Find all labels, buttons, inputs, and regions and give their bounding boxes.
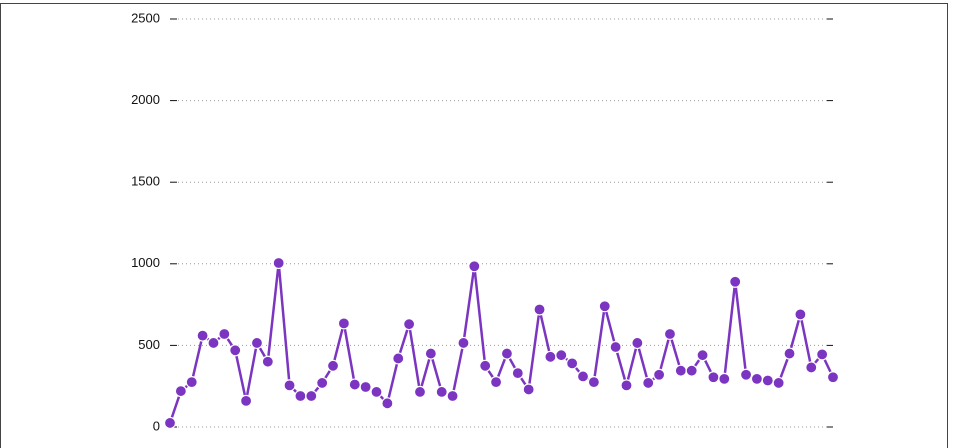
point <box>739 368 753 381</box>
point <box>403 318 416 331</box>
point <box>239 394 253 407</box>
point <box>511 367 524 380</box>
point <box>674 364 687 377</box>
point <box>359 380 372 394</box>
point <box>457 336 470 350</box>
point <box>696 349 709 362</box>
y-tick-label: 2500 <box>131 10 160 25</box>
point <box>446 389 459 403</box>
point <box>272 256 285 270</box>
point <box>305 389 318 403</box>
point <box>794 308 807 321</box>
y-tick-label: 2000 <box>131 92 160 107</box>
point <box>337 317 351 330</box>
point <box>783 347 796 360</box>
point <box>685 364 698 377</box>
point <box>544 350 557 363</box>
point <box>479 359 492 372</box>
point <box>283 379 296 392</box>
point <box>816 348 829 361</box>
point <box>729 275 742 288</box>
point <box>761 374 774 387</box>
point <box>631 336 644 350</box>
point <box>196 329 209 342</box>
y-tick-label: 500 <box>138 337 160 352</box>
point <box>609 340 622 354</box>
point <box>772 376 785 390</box>
point <box>229 344 242 357</box>
point <box>576 370 590 383</box>
point <box>370 385 383 399</box>
point <box>663 327 677 341</box>
point <box>294 389 307 403</box>
point <box>381 397 394 410</box>
point <box>826 371 840 384</box>
point <box>174 384 187 398</box>
point <box>718 372 731 385</box>
point <box>435 385 448 399</box>
point <box>642 376 655 390</box>
point <box>500 347 514 360</box>
point <box>522 383 535 396</box>
point <box>250 336 264 350</box>
point <box>218 327 231 341</box>
point <box>163 416 177 430</box>
point <box>652 368 666 381</box>
y-tick-label: 1500 <box>131 174 160 189</box>
point <box>598 300 611 313</box>
point <box>620 379 633 392</box>
point <box>185 376 198 389</box>
y-tick-label: 1000 <box>131 255 160 270</box>
point <box>533 303 546 316</box>
point <box>587 376 600 389</box>
point <box>489 376 503 389</box>
point <box>424 347 437 360</box>
point <box>316 376 329 390</box>
frame <box>0 3 948 448</box>
point <box>326 359 340 372</box>
point <box>468 260 481 273</box>
y-tick-label: 0 <box>153 418 160 433</box>
point <box>413 385 427 399</box>
point <box>555 349 568 362</box>
point <box>707 371 720 384</box>
point <box>261 355 274 368</box>
point <box>392 352 405 365</box>
point <box>750 372 764 385</box>
point <box>805 361 818 374</box>
point <box>348 378 361 391</box>
point <box>566 357 579 370</box>
point <box>207 336 220 350</box>
